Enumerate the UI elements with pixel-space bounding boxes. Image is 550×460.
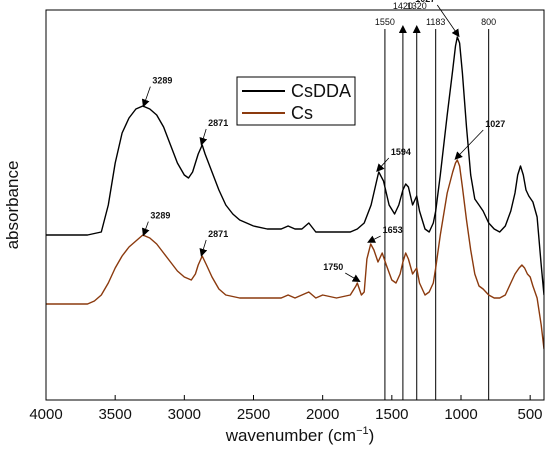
peak-label-cs-2871: 2871 xyxy=(208,229,228,239)
peak-label-cs-3289: 3289 xyxy=(150,211,170,221)
x-tick-label-3000: 3000 xyxy=(168,406,201,423)
x-axis-title-sup: −1 xyxy=(356,425,369,437)
peak-label-csdda-1027: 1027 xyxy=(415,0,435,4)
legend: CsDDA Cs xyxy=(236,76,356,126)
reference-line-label-1320: 1320 xyxy=(407,1,427,11)
x-axis-title-close: ) xyxy=(369,426,375,445)
peak-label-csdda-2871: 2871 xyxy=(208,118,228,128)
plot-frame xyxy=(45,9,545,401)
peak-arrow-cs-3289 xyxy=(141,221,150,237)
x-tick-label-2500: 2500 xyxy=(237,406,270,423)
series-line-cs xyxy=(46,159,544,350)
peak-labels: 3289 2871 1594 1027 3289 2871 1750 1653 1027 xyxy=(141,0,505,283)
peak-arrow-csdda-2871 xyxy=(199,128,208,146)
reference-line-label-1550: 1550 xyxy=(375,17,395,27)
peak-label-csdda-1594: 1594 xyxy=(391,147,411,157)
legend-label-cs: Cs xyxy=(291,103,313,123)
series-line-csdda xyxy=(46,36,544,296)
peak-arrow-cs-2871 xyxy=(199,239,208,257)
peak-arrow-cs-1653 xyxy=(367,235,381,243)
peak-label-csdda-3289: 3289 xyxy=(152,76,172,86)
peak-arrow-cs-1027 xyxy=(454,129,484,160)
x-axis-title-main: wavenumber (cm xyxy=(225,426,356,445)
peak-arrow-cs-1750 xyxy=(345,272,361,283)
x-tick-label-3500: 3500 xyxy=(98,406,131,423)
peak-label-cs-1027: 1027 xyxy=(485,119,505,129)
x-tick-label-500: 500 xyxy=(517,406,542,423)
x-axis-title: wavenumber (cm−1) xyxy=(225,425,375,445)
series-layer xyxy=(46,36,544,350)
peak-label-cs-1750: 1750 xyxy=(323,262,343,272)
x-tick-label-2000: 2000 xyxy=(306,406,339,423)
y-axis-title: absorbance xyxy=(3,161,22,250)
peak-label-cs-1653: 1653 xyxy=(383,225,403,235)
peak-arrow-csdda-3289 xyxy=(141,86,151,108)
reference-line-label-1183: 1183 xyxy=(426,17,445,27)
x-ticks: 4000 3500 3000 2500 2000 1500 1000 500 xyxy=(29,395,543,423)
reference-line-label-800: 800 xyxy=(481,17,496,27)
x-tick-label-1000: 1000 xyxy=(444,406,477,423)
reference-line-label-1420: 1420 xyxy=(393,1,413,11)
x-tick-label-1500: 1500 xyxy=(375,406,408,423)
legend-box xyxy=(236,76,356,126)
peak-arrow-csdda-1594 xyxy=(376,157,390,172)
x-tick-label-4000: 4000 xyxy=(29,406,62,423)
legend-label-csdda: CsDDA xyxy=(291,81,351,101)
